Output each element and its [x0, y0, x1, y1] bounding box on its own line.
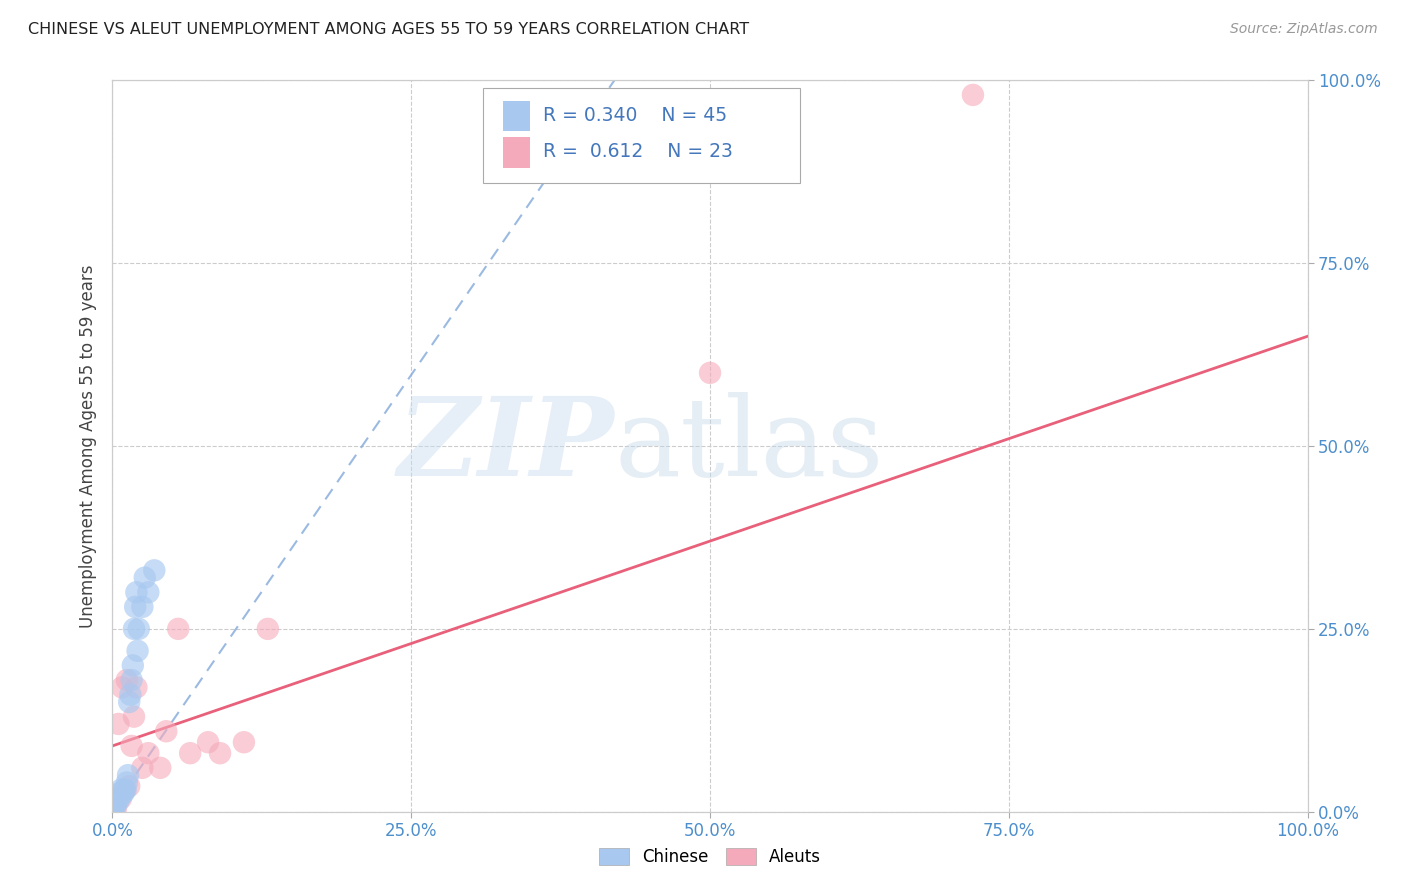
- Point: [114, 782, 135, 797]
- Point: [131, 761, 153, 775]
- Point: [105, 801, 128, 815]
- Text: CHINESE VS ALEUT UNEMPLOYMENT AMONG AGES 55 TO 59 YEARS CORRELATION CHART: CHINESE VS ALEUT UNEMPLOYMENT AMONG AGES…: [28, 22, 749, 37]
- Text: R = 0.340    N = 45: R = 0.340 N = 45: [543, 106, 727, 125]
- Point: [101, 805, 124, 819]
- Point: [127, 644, 149, 658]
- Point: [122, 622, 145, 636]
- Point: [124, 599, 146, 614]
- Point: [117, 768, 139, 782]
- Text: atlas: atlas: [614, 392, 884, 500]
- Point: [208, 746, 231, 760]
- Point: [101, 802, 124, 816]
- Point: [108, 790, 131, 805]
- Point: [101, 805, 124, 819]
- Point: [121, 739, 143, 753]
- Point: [101, 805, 124, 819]
- Point: [101, 800, 124, 814]
- Point: [115, 673, 138, 687]
- Point: [112, 787, 135, 801]
- Point: [128, 622, 150, 636]
- Point: [149, 761, 172, 775]
- Point: [110, 782, 132, 797]
- Point: [118, 695, 141, 709]
- Point: [138, 585, 160, 599]
- Point: [131, 599, 153, 614]
- Point: [122, 709, 145, 723]
- Point: [104, 801, 127, 815]
- FancyBboxPatch shape: [484, 87, 800, 183]
- Point: [111, 681, 134, 695]
- Point: [143, 563, 166, 577]
- Point: [101, 805, 124, 819]
- Point: [104, 794, 127, 808]
- Point: [101, 805, 124, 819]
- Point: [101, 796, 124, 810]
- Point: [125, 681, 148, 695]
- Point: [110, 791, 132, 805]
- Point: [257, 622, 280, 636]
- Point: [101, 803, 124, 817]
- Point: [138, 746, 160, 760]
- Point: [699, 366, 721, 380]
- Point: [118, 779, 141, 793]
- Point: [101, 801, 124, 815]
- Point: [125, 585, 148, 599]
- Point: [101, 799, 124, 814]
- Point: [121, 658, 143, 673]
- Point: [114, 782, 136, 797]
- Point: [105, 790, 128, 805]
- Point: [101, 805, 124, 819]
- Point: [167, 622, 190, 636]
- FancyBboxPatch shape: [503, 137, 530, 168]
- Point: [101, 801, 124, 815]
- Point: [101, 797, 124, 812]
- Text: ZIP: ZIP: [398, 392, 614, 500]
- Point: [120, 688, 142, 702]
- Point: [962, 87, 984, 102]
- Point: [105, 797, 128, 812]
- Point: [101, 803, 124, 817]
- Point: [179, 746, 201, 760]
- Point: [101, 805, 124, 819]
- Point: [107, 787, 129, 801]
- Point: [107, 717, 129, 731]
- Point: [101, 805, 124, 819]
- FancyBboxPatch shape: [503, 101, 530, 131]
- Point: [155, 724, 177, 739]
- Point: [101, 798, 124, 813]
- Point: [114, 782, 135, 797]
- Y-axis label: Unemployment Among Ages 55 to 59 years: Unemployment Among Ages 55 to 59 years: [79, 264, 97, 628]
- Point: [197, 735, 219, 749]
- Text: Source: ZipAtlas.com: Source: ZipAtlas.com: [1230, 22, 1378, 37]
- Point: [115, 775, 138, 789]
- Legend: Chinese, Aleuts: Chinese, Aleuts: [592, 841, 828, 873]
- Point: [232, 735, 256, 749]
- Point: [134, 571, 156, 585]
- Point: [107, 794, 129, 808]
- Point: [111, 787, 134, 801]
- Point: [121, 673, 143, 687]
- Point: [101, 805, 124, 819]
- Text: R =  0.612    N = 23: R = 0.612 N = 23: [543, 143, 733, 161]
